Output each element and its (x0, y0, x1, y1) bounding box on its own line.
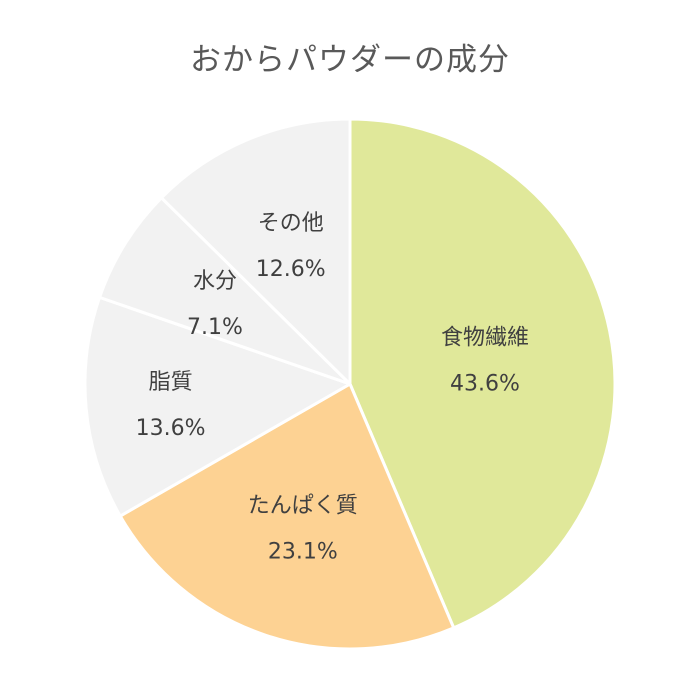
pie-slice-2 (118, 382, 456, 651)
pie-slice-3 (83, 295, 352, 518)
pie-slice-4 (98, 196, 352, 386)
slice-value-label: 12.6% (256, 257, 326, 282)
slice-value-label: 43.6% (450, 372, 520, 397)
pie-slice-1 (348, 117, 617, 630)
slice-value-label: 13.6% (136, 416, 206, 441)
slice-value-label: 23.1% (268, 540, 338, 565)
chart-title: おからパウダーの成分 (190, 42, 510, 78)
slice-category-label: その他 (258, 211, 324, 236)
slice-category-label: 脂質 (149, 370, 193, 395)
pie-slice-5 (159, 117, 352, 386)
slice-value-label: 7.1% (187, 315, 243, 340)
slice-category-label: 水分 (193, 269, 237, 294)
slice-category-label: たんぱく質 (248, 494, 358, 519)
slice-category-label: 食物繊維 (441, 326, 529, 351)
